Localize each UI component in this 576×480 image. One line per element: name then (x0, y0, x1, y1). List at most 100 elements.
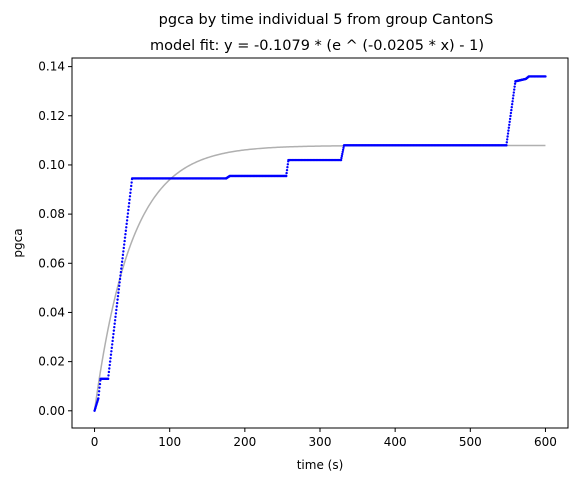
y-tick-label: 0.12 (38, 109, 65, 123)
data-point (113, 322, 116, 325)
x-tick-label: 100 (158, 435, 181, 449)
data-point (129, 188, 133, 191)
data-point (128, 198, 131, 201)
data-point (286, 163, 290, 166)
data-point (130, 184, 133, 188)
data-point (509, 111, 513, 115)
data-point (107, 370, 111, 374)
data-point (510, 105, 513, 109)
data-point (512, 94, 515, 97)
data-point (114, 315, 117, 319)
data-point (107, 374, 110, 377)
data-point (122, 250, 125, 253)
data-point (505, 144, 508, 147)
axes-frame (71, 57, 569, 429)
data-point (97, 390, 101, 393)
data-point (341, 150, 344, 154)
data-point (286, 166, 289, 169)
data-point (112, 332, 115, 336)
data-point (110, 346, 113, 350)
data-point (108, 367, 111, 370)
data-point (122, 243, 126, 246)
data-point (124, 232, 127, 236)
data-point (510, 103, 514, 106)
data-point (119, 274, 122, 277)
data-point (506, 135, 509, 138)
y-tick-label: 0.00 (38, 404, 65, 418)
data-point (98, 386, 101, 389)
data-point (125, 219, 129, 222)
data-point (339, 158, 343, 162)
data-point (127, 208, 130, 212)
data-point (508, 120, 511, 124)
data-point (512, 91, 516, 94)
data-point (506, 138, 509, 141)
data-point (507, 126, 511, 129)
data-point (97, 393, 100, 397)
x-tick-label: 500 (459, 435, 482, 449)
y-tick-label: 0.08 (38, 207, 65, 221)
data-point (508, 123, 511, 126)
data-point (507, 129, 510, 132)
data-point (106, 377, 110, 381)
data-point (108, 360, 112, 363)
data-point (124, 229, 128, 232)
data-point (341, 148, 345, 152)
x-tick-label: 300 (309, 435, 332, 449)
data-point (508, 117, 512, 121)
fit-line (93, 144, 546, 411)
fit-curve-layer (93, 144, 546, 411)
data-point (123, 239, 126, 243)
x-axis-label: time (s) (297, 458, 344, 472)
data-point (113, 325, 116, 329)
chart-subtitle: model fit: y = -0.1079 * (e ^ (-0.0205 *… (150, 38, 484, 54)
data-point (110, 350, 113, 353)
data-point (114, 312, 118, 315)
data-point (122, 246, 125, 250)
data-point (111, 343, 114, 346)
y-axis-label: pgca (11, 228, 25, 257)
data-point (116, 294, 120, 298)
data-point (115, 308, 118, 312)
data-point (285, 171, 288, 175)
data-point (506, 132, 510, 135)
data-point (97, 397, 100, 400)
x-tick-label: 400 (384, 435, 407, 449)
data-point (511, 97, 515, 100)
data-point (109, 356, 112, 360)
data-point (544, 75, 547, 78)
data-point (123, 236, 127, 239)
data-point (342, 146, 345, 150)
y-tick-label: 0.02 (38, 355, 65, 369)
data-point (109, 353, 113, 356)
data-point (125, 226, 128, 229)
y-tick-label: 0.06 (38, 256, 65, 270)
data-point (116, 298, 119, 301)
data-point (341, 152, 344, 156)
data-point (98, 382, 102, 386)
x-tick-label: 600 (534, 435, 557, 449)
data-point (115, 301, 119, 305)
data-point (125, 222, 128, 226)
y-tick-label: 0.14 (38, 60, 65, 74)
data-point (129, 191, 132, 195)
data-point (128, 195, 132, 198)
data-point (112, 329, 116, 332)
data-point (510, 108, 513, 112)
y-tick-label: 0.10 (38, 158, 65, 172)
data-point (513, 88, 516, 91)
data-point (118, 277, 122, 281)
data-point (505, 141, 508, 144)
data-point (111, 339, 114, 343)
data-point (513, 82, 517, 85)
data-point (117, 288, 121, 291)
data-point (340, 156, 343, 160)
data-point (118, 281, 121, 284)
data-point (120, 267, 123, 270)
data-point (513, 85, 516, 88)
data-point (117, 291, 120, 294)
plot-area (93, 75, 547, 412)
data-point (111, 336, 115, 339)
data-point (108, 363, 111, 367)
